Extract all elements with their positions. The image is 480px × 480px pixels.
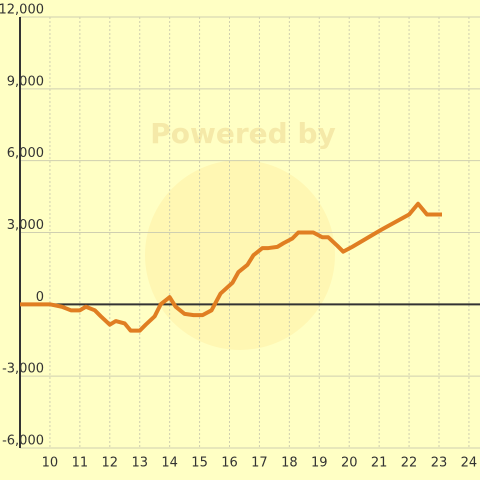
y-tick-label: 0 [36,290,44,305]
y-tick-label: -3,000 [2,362,44,377]
x-tick-label: 21 [371,456,388,471]
watermark: Powered by [150,117,336,150]
x-tick-label: 23 [431,456,448,471]
x-tick-label: 12 [102,456,119,471]
watermark-logo [145,160,335,350]
x-tick-label: 10 [42,456,59,471]
x-tick-label: 24 [461,456,478,471]
x-tick-label: 14 [161,456,178,471]
y-tick-label: -6,000 [2,434,44,449]
x-tick-label: 22 [401,456,418,471]
y-tick-label: 3,000 [7,218,44,233]
x-tick-label: 11 [72,456,89,471]
x-tick-label: 15 [191,456,208,471]
x-tick-label: 16 [221,456,238,471]
x-tick-label: 13 [131,456,148,471]
x-tick-label: 20 [341,456,358,471]
line-series [20,201,442,333]
y-tick-label: 12,000 [0,3,44,18]
y-tick-label: 6,000 [7,146,44,161]
y-tick-label: 9,000 [7,74,44,89]
x-tick-label: 17 [251,456,268,471]
x-tick-label: 19 [311,456,328,471]
x-tick-label: 18 [281,456,298,471]
